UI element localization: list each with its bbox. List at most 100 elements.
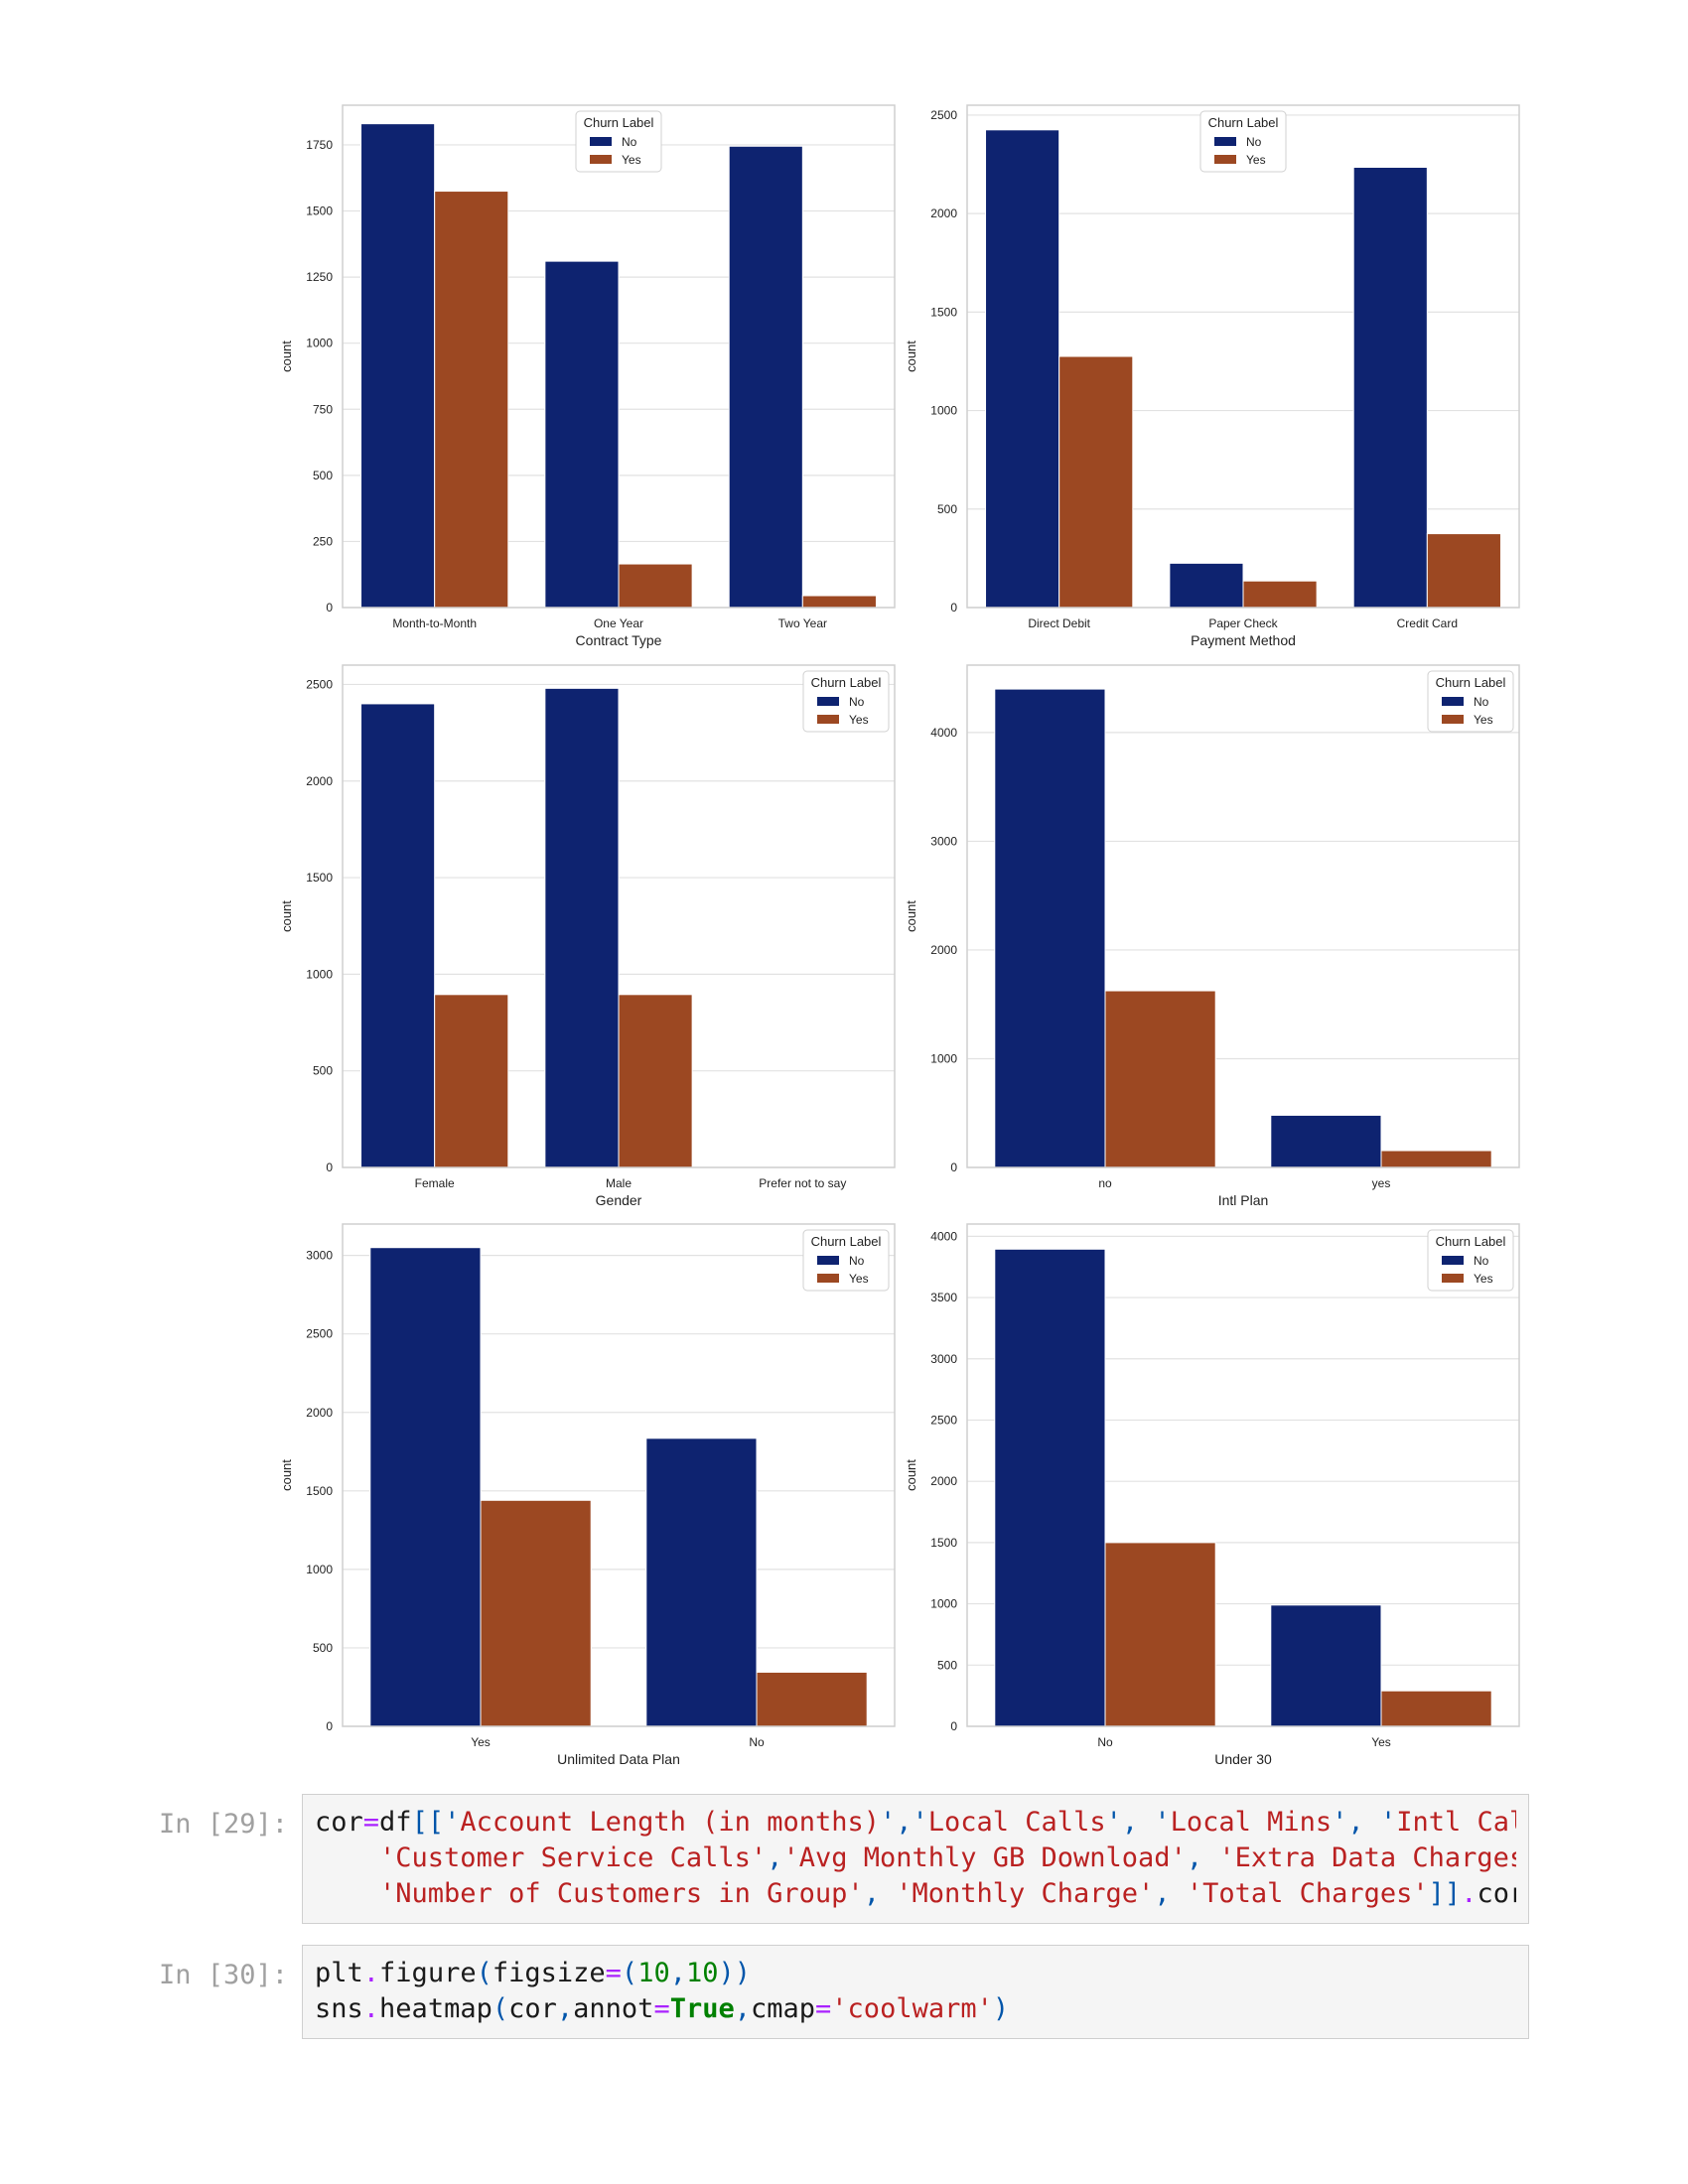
code-token: 10 bbox=[685, 1958, 719, 1988]
y-tick-label: 500 bbox=[313, 469, 333, 482]
chart-3: 0 500 1000 1500 2000 2500 Female Male Prefer not… bbox=[279, 664, 896, 1208]
chart-2: 0 500 1000 1500 2000 2500 Direct Debit Paper Ch… bbox=[904, 104, 1520, 648]
chart-5: 0 500 1000 1500 2000 2500 3000 Yes No Unlimited D… bbox=[279, 1223, 896, 1767]
code-token bbox=[315, 1843, 379, 1873]
legend-swatch-yes bbox=[1442, 1274, 1464, 1283]
legend-title: Churn Label bbox=[1208, 115, 1279, 130]
x-axis-label: Intl Plan bbox=[1218, 1192, 1269, 1208]
bar-yes bbox=[801, 595, 877, 609]
code-line: 'Number of Customers in Group', 'Monthly… bbox=[315, 1876, 1516, 1912]
x-tick-label: Month-to-Month bbox=[392, 616, 477, 630]
bar-no bbox=[360, 123, 436, 609]
code-token: . bbox=[1461, 1878, 1477, 1909]
axes-frame bbox=[966, 664, 1520, 1168]
code-cell-29[interactable]: cor=df[['Account Length (in months)','Lo… bbox=[302, 1794, 1529, 1924]
code-token: )) bbox=[718, 1958, 751, 1988]
legend-label: No bbox=[849, 695, 865, 709]
code-cell-30[interactable]: plt.figure(figsize=(10,10)) sns.heatmap(c… bbox=[302, 1945, 1529, 2039]
y-tick-label: 500 bbox=[313, 1064, 333, 1078]
code-token: . bbox=[362, 1993, 380, 2024]
code-line: plt.figure(figsize=(10,10)) bbox=[315, 1956, 1516, 1991]
y-tick-label: 3000 bbox=[930, 1352, 957, 1366]
y-axis-label: count bbox=[904, 900, 918, 932]
x-tick-label: Yes bbox=[471, 1735, 491, 1749]
code-token: True bbox=[669, 1993, 735, 2024]
y-tick-label: 500 bbox=[313, 1641, 333, 1655]
code-token: , bbox=[669, 1958, 686, 1988]
x-tick-label: No bbox=[1097, 1735, 1113, 1749]
y-tick-label: 0 bbox=[950, 1160, 957, 1174]
bar-no bbox=[645, 1437, 758, 1727]
bar-yes bbox=[618, 994, 693, 1168]
cell-prompt-30: In [30]: bbox=[158, 1960, 288, 1990]
legend-swatch-no bbox=[590, 137, 612, 146]
bar-no bbox=[369, 1247, 482, 1727]
y-axis-label: count bbox=[904, 341, 918, 372]
code-token: ', ' bbox=[1105, 1807, 1171, 1838]
code-token: heatmap bbox=[379, 1993, 492, 2024]
code-token: 10 bbox=[637, 1958, 670, 1988]
code-token: df bbox=[379, 1807, 412, 1838]
y-tick-label: 2500 bbox=[306, 1327, 333, 1341]
bar-no bbox=[1169, 562, 1244, 609]
y-tick-label: 1250 bbox=[306, 270, 333, 284]
chart-1: 0 250 500 750 1000 1250 1500 1750 Month-to-Month… bbox=[279, 104, 896, 648]
x-axis-label: Contract Type bbox=[576, 632, 662, 648]
y-tick-label: 1000 bbox=[930, 404, 957, 418]
legend-swatch-yes bbox=[1214, 155, 1236, 164]
chart-grid: 0 250 500 750 1000 1250 1500 1750 Month-to-Month… bbox=[279, 104, 1520, 1767]
bar-yes bbox=[618, 563, 693, 609]
chart-4: 0 1000 2000 3000 4000 no yes Intl Plan count Chur… bbox=[904, 664, 1520, 1208]
code-token: , bbox=[863, 1878, 897, 1909]
legend-title: Churn Label bbox=[1436, 675, 1506, 690]
x-tick-label: Male bbox=[606, 1176, 632, 1190]
y-tick-label: 1500 bbox=[930, 305, 957, 319]
legend-label: Yes bbox=[1474, 713, 1493, 727]
code-token: 'Extra Data Charges' bbox=[1218, 1843, 1516, 1873]
code-editor-30[interactable]: plt.figure(figsize=(10,10)) sns.heatmap(c… bbox=[315, 1956, 1516, 2027]
y-tick-label: 250 bbox=[313, 534, 333, 548]
bar-yes bbox=[480, 1499, 592, 1727]
axes-frame bbox=[342, 664, 896, 1168]
y-tick-label: 1000 bbox=[306, 1563, 333, 1576]
bar-yes bbox=[1104, 990, 1216, 1168]
y-tick-label: 2500 bbox=[930, 1413, 957, 1427]
y-tick-label: 4000 bbox=[930, 1229, 957, 1243]
bar-yes bbox=[1380, 1150, 1492, 1168]
y-tick-label: 1500 bbox=[930, 1536, 957, 1550]
code-line: cor=df[['Account Length (in months)','Lo… bbox=[315, 1805, 1516, 1841]
y-tick-label: 1000 bbox=[306, 337, 333, 350]
legend-title: Churn Label bbox=[1436, 1234, 1506, 1249]
x-tick-label: Direct Debit bbox=[1028, 616, 1090, 630]
legend-label: No bbox=[1474, 1254, 1489, 1268]
bar-no bbox=[1270, 1604, 1382, 1727]
code-token: ',' bbox=[879, 1807, 928, 1838]
code-token: ', ' bbox=[1332, 1807, 1397, 1838]
y-tick-label: 3500 bbox=[930, 1291, 957, 1304]
x-tick-label: no bbox=[1098, 1176, 1112, 1190]
code-token: 'Customer Service Calls' bbox=[379, 1843, 768, 1873]
legend-label: No bbox=[1246, 135, 1262, 149]
code-token: figsize bbox=[492, 1958, 606, 1988]
legend: Churn Label No Yes bbox=[1427, 670, 1514, 733]
legend-swatch-no bbox=[1214, 137, 1236, 146]
legend-swatch-yes bbox=[817, 1274, 839, 1283]
axes-frame bbox=[966, 1223, 1520, 1727]
y-axis-label: count bbox=[279, 900, 294, 932]
bar-no bbox=[994, 688, 1106, 1168]
y-tick-label: 2000 bbox=[306, 1406, 333, 1420]
y-tick-label: 0 bbox=[326, 1719, 333, 1733]
code-editor-29[interactable]: cor=df[['Account Length (in months)','Lo… bbox=[315, 1805, 1516, 1912]
legend-swatch-yes bbox=[1442, 715, 1464, 724]
bar-yes bbox=[1242, 580, 1318, 609]
code-token: 'Monthly Charge' bbox=[896, 1878, 1155, 1909]
bar-no bbox=[994, 1248, 1106, 1727]
x-tick-label: No bbox=[749, 1735, 765, 1749]
bar-yes bbox=[756, 1671, 868, 1727]
code-token: ( bbox=[621, 1958, 638, 1988]
code-token: Account Length (in months) bbox=[460, 1807, 880, 1838]
legend: Churn Label No Yes bbox=[802, 1229, 890, 1292]
x-axis-label: Unlimited Data Plan bbox=[557, 1751, 680, 1767]
y-axis-label: count bbox=[279, 1459, 294, 1491]
chart-6: 0 500 1000 1500 2000 2500 3000 3500 4000 No Yes Und… bbox=[904, 1223, 1520, 1767]
